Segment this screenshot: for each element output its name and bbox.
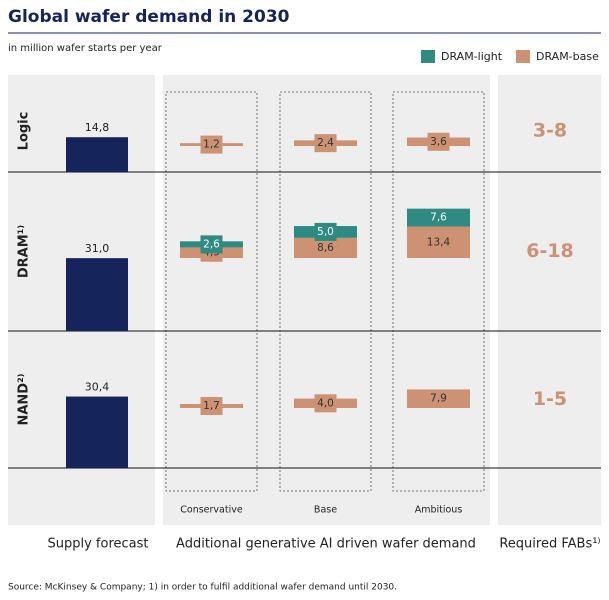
fabs-value: 1-5	[533, 388, 567, 410]
demand-bar	[407, 208, 470, 227]
demand-value-label: 3,6	[430, 136, 447, 148]
legend-swatch	[516, 50, 530, 63]
fabs-value: 6-18	[526, 240, 574, 262]
scenario-box	[279, 91, 372, 492]
scenario-box	[165, 91, 258, 492]
row-label: DRAM¹⁾	[17, 225, 32, 278]
demand-value-label: 13,4	[427, 236, 451, 248]
fabs-panel	[498, 75, 601, 525]
demand-value-label: 5,0	[317, 226, 334, 238]
demand-value-label: 7,6	[430, 212, 447, 224]
label-box	[200, 235, 223, 254]
subtitle: in million wafer starts per year	[8, 43, 163, 54]
row-label: NAND²⁾	[17, 373, 32, 425]
supply-value-label: 30,4	[85, 381, 110, 394]
supply-label: Supply forecast	[47, 537, 148, 552]
row-label: Logic	[17, 112, 32, 151]
chart-title: Global wafer demand in 2030	[8, 7, 290, 27]
fabs-label: Required FABs¹⁾	[499, 537, 600, 552]
scenario-box	[392, 91, 485, 492]
demand-value-label: 1,7	[203, 400, 220, 412]
label-box	[314, 134, 337, 153]
fabs-value: 3-8	[533, 120, 567, 142]
supply-value-label: 14,8	[85, 121, 110, 134]
supply-bar	[66, 396, 128, 468]
demand-value-label: 4,0	[317, 397, 334, 409]
supply-bar	[66, 258, 128, 331]
label-box	[427, 132, 450, 151]
scenario-label: Conservative	[180, 505, 243, 516]
demand-value-label: 1,2	[203, 139, 220, 151]
label-box	[314, 394, 337, 413]
demand-value-label: 2,6	[203, 238, 220, 250]
scenario-label: Base	[314, 505, 337, 516]
label-box	[200, 397, 223, 416]
label-box	[200, 135, 223, 154]
demand-label: Additional generative AI driven wafer de…	[176, 537, 476, 552]
demand-value-label: 8,6	[317, 242, 334, 254]
demand-value-label: 7,9	[430, 393, 447, 405]
legend-label: DRAM-base	[536, 50, 599, 63]
demand-bar	[294, 237, 357, 258]
scenario-label: Ambitious	[415, 505, 463, 516]
demand-value-label: 2,4	[317, 137, 334, 149]
label-box	[314, 222, 337, 241]
supply-value-label: 31,0	[85, 242, 110, 255]
legend-swatch	[421, 50, 435, 63]
source: Source: McKinsey & Company; 1) in order …	[8, 583, 397, 593]
demand-bar	[407, 226, 470, 258]
demand-bar	[407, 389, 470, 408]
legend-label: DRAM-light	[441, 50, 503, 63]
supply-bar	[66, 137, 128, 172]
